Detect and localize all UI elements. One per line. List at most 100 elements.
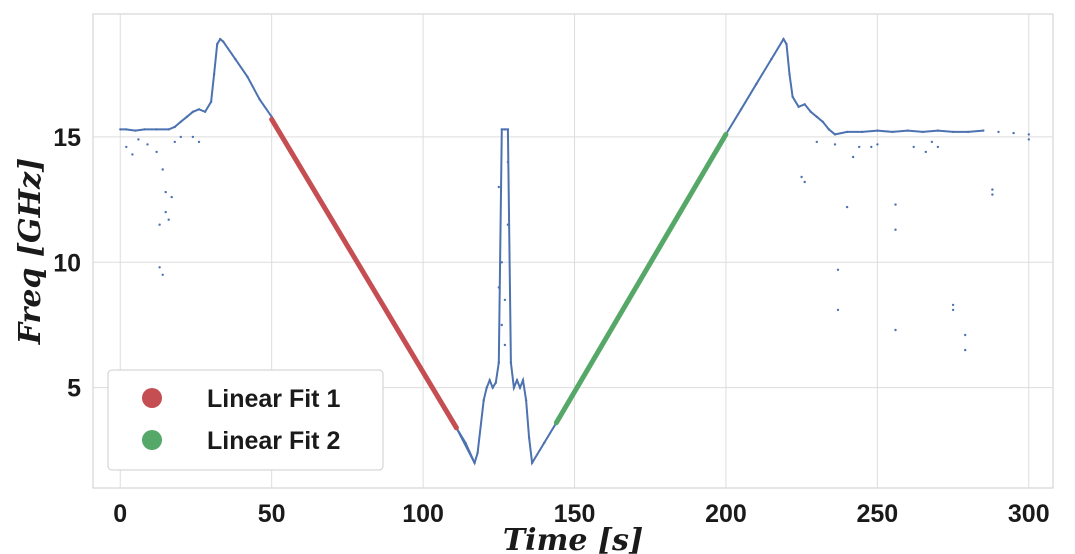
data-point — [833, 133, 837, 136]
data-point — [246, 75, 249, 78]
data-point — [543, 441, 546, 445]
data-point — [506, 160, 510, 164]
data-point — [212, 73, 216, 76]
data-point — [912, 145, 915, 149]
data-point — [739, 108, 743, 111]
data-point — [876, 129, 879, 132]
data-point — [503, 343, 507, 347]
data-point — [173, 140, 176, 144]
data-point — [506, 128, 510, 131]
data-point — [134, 129, 137, 132]
data-point — [503, 128, 507, 131]
data-point — [770, 57, 773, 61]
linear-fit-2-line — [553, 131, 729, 426]
data-point — [164, 190, 167, 194]
data-point — [509, 361, 513, 364]
data-point — [488, 379, 491, 382]
data-point — [982, 129, 985, 132]
data-point — [894, 228, 897, 231]
data-point — [161, 273, 164, 276]
data-point — [967, 130, 970, 134]
data-point — [119, 128, 122, 131]
data-point — [894, 203, 897, 206]
data-point — [158, 223, 161, 226]
data-point — [803, 180, 806, 184]
x-tick-label: 150 — [554, 500, 596, 528]
data-point — [951, 308, 955, 312]
x-tick-label: 200 — [705, 500, 747, 528]
data-point — [803, 103, 806, 106]
data-point — [131, 153, 134, 156]
data-point — [161, 168, 164, 171]
data-point — [482, 399, 485, 402]
legend: Linear Fit 1 Linear Fit 2 — [107, 369, 384, 471]
data-point — [155, 150, 158, 154]
data-point — [197, 140, 201, 144]
data-point — [964, 348, 967, 352]
data-point — [800, 175, 803, 179]
data-point — [858, 145, 861, 149]
data-point — [500, 128, 503, 131]
data-point — [836, 268, 840, 271]
data-point — [827, 128, 831, 131]
tick-labels: 0 50 100 150 200 250 300 5 10 15 — [53, 124, 1049, 528]
data-point — [991, 188, 994, 191]
data-point — [167, 218, 170, 221]
data-point — [876, 143, 879, 146]
data-point — [851, 155, 855, 159]
data-point — [485, 386, 488, 389]
data-point — [815, 140, 818, 144]
data-point — [1012, 131, 1015, 135]
data-point — [845, 205, 849, 209]
data-point — [924, 150, 927, 154]
data-point — [179, 135, 182, 139]
data-point — [191, 110, 195, 114]
x-axis-label: Time [s] — [503, 523, 643, 554]
data-point — [143, 128, 146, 131]
data-point — [197, 108, 201, 111]
data-point — [476, 451, 479, 455]
data-point — [521, 379, 525, 382]
data-point — [234, 57, 237, 61]
data-point — [894, 328, 897, 332]
data-point — [1027, 138, 1031, 141]
data-point — [861, 130, 864, 134]
data-point — [185, 115, 189, 119]
data-point — [906, 129, 909, 132]
data-point — [1027, 133, 1031, 136]
y-tick-label: 5 — [67, 375, 81, 403]
data-point — [155, 128, 158, 131]
data-point — [173, 125, 176, 129]
data-point — [491, 386, 494, 389]
data-point — [503, 298, 507, 302]
data-point — [845, 130, 849, 134]
series-layer — [119, 37, 1031, 466]
data-point — [500, 261, 503, 264]
data-point — [833, 143, 837, 146]
data-point — [167, 128, 170, 131]
data-point — [936, 145, 940, 149]
data-point — [500, 323, 503, 327]
y-tick-label: 10 — [53, 249, 81, 277]
data-point — [921, 130, 924, 134]
data-point — [964, 333, 967, 337]
data-point — [755, 83, 758, 86]
x-tick-label: 0 — [113, 500, 127, 528]
y-tick-label: 15 — [53, 124, 81, 152]
data-point — [891, 130, 894, 134]
data-point — [515, 379, 519, 382]
data-point — [464, 441, 467, 445]
data-point — [930, 140, 934, 144]
data-point — [170, 195, 173, 199]
data-point — [936, 129, 940, 132]
data-point — [191, 135, 195, 139]
data-point — [497, 185, 500, 189]
linear-fit-1-line — [269, 116, 459, 431]
data-point — [836, 308, 840, 312]
legend-label-linear-fit-2: Linear Fit 2 — [207, 427, 340, 455]
data-point — [791, 95, 794, 99]
data-point — [821, 120, 824, 124]
data-point — [997, 130, 1000, 134]
x-tick-label: 50 — [258, 500, 286, 528]
legend-marker-linear-fit-1 — [142, 388, 162, 408]
